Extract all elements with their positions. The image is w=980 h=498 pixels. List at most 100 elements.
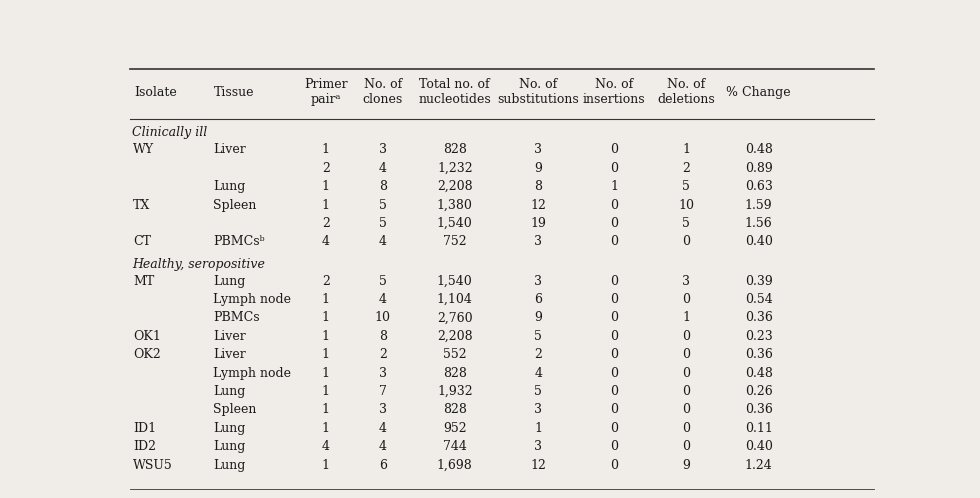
Text: 1,932: 1,932 xyxy=(437,385,472,398)
Text: 1: 1 xyxy=(321,422,329,435)
Text: 5: 5 xyxy=(534,330,542,343)
Text: 5: 5 xyxy=(378,199,386,212)
Text: 0: 0 xyxy=(611,348,618,361)
Text: 0.40: 0.40 xyxy=(745,440,772,453)
Text: 1,232: 1,232 xyxy=(437,162,472,175)
Text: 0: 0 xyxy=(682,422,691,435)
Text: WSU5: WSU5 xyxy=(133,459,172,472)
Text: Clinically ill: Clinically ill xyxy=(132,126,208,139)
Text: 1: 1 xyxy=(321,459,329,472)
Text: No. of
deletions: No. of deletions xyxy=(658,78,715,107)
Text: 4: 4 xyxy=(378,236,387,249)
Text: 0.11: 0.11 xyxy=(745,422,772,435)
Text: 8: 8 xyxy=(378,180,387,193)
Text: OK1: OK1 xyxy=(133,330,161,343)
Text: 752: 752 xyxy=(443,236,466,249)
Text: 1,540: 1,540 xyxy=(437,274,472,287)
Text: 1: 1 xyxy=(611,180,618,193)
Text: 1: 1 xyxy=(682,143,691,156)
Text: 12: 12 xyxy=(530,199,546,212)
Text: 0.40: 0.40 xyxy=(745,236,772,249)
Text: Lymph node: Lymph node xyxy=(213,293,291,306)
Text: 3: 3 xyxy=(534,403,542,416)
Text: Lung: Lung xyxy=(213,440,245,453)
Text: 0: 0 xyxy=(611,143,618,156)
Text: 1.59: 1.59 xyxy=(745,199,772,212)
Text: 0.48: 0.48 xyxy=(745,367,772,379)
Text: 9: 9 xyxy=(534,311,542,324)
Text: 1: 1 xyxy=(682,311,691,324)
Text: MT: MT xyxy=(133,274,155,287)
Text: 0: 0 xyxy=(611,367,618,379)
Text: 0: 0 xyxy=(611,274,618,287)
Text: 2: 2 xyxy=(682,162,690,175)
Text: WY: WY xyxy=(133,143,154,156)
Text: 10: 10 xyxy=(678,199,695,212)
Text: 10: 10 xyxy=(374,311,391,324)
Text: 12: 12 xyxy=(530,459,546,472)
Text: 4: 4 xyxy=(378,440,387,453)
Text: Liver: Liver xyxy=(213,330,246,343)
Text: 0: 0 xyxy=(682,440,691,453)
Text: 2: 2 xyxy=(321,162,329,175)
Text: 2: 2 xyxy=(321,217,329,230)
Text: 0.89: 0.89 xyxy=(745,162,772,175)
Text: 4: 4 xyxy=(534,367,542,379)
Text: 0: 0 xyxy=(611,385,618,398)
Text: 0: 0 xyxy=(682,367,691,379)
Text: Lymph node: Lymph node xyxy=(213,367,291,379)
Text: 2,208: 2,208 xyxy=(437,180,472,193)
Text: 3: 3 xyxy=(534,274,542,287)
Text: CT: CT xyxy=(133,236,151,249)
Text: 1: 1 xyxy=(321,348,329,361)
Text: Liver: Liver xyxy=(213,348,246,361)
Text: 0.54: 0.54 xyxy=(745,293,772,306)
Text: 828: 828 xyxy=(443,143,466,156)
Text: 828: 828 xyxy=(443,403,466,416)
Text: 0: 0 xyxy=(611,311,618,324)
Text: 1.24: 1.24 xyxy=(745,459,772,472)
Text: ID2: ID2 xyxy=(133,440,156,453)
Text: 744: 744 xyxy=(443,440,466,453)
Text: Tissue: Tissue xyxy=(214,86,254,99)
Text: 3: 3 xyxy=(534,236,542,249)
Text: 1: 1 xyxy=(321,293,329,306)
Text: 1,380: 1,380 xyxy=(437,199,472,212)
Text: 2: 2 xyxy=(321,274,329,287)
Text: 0.26: 0.26 xyxy=(745,385,772,398)
Text: 1: 1 xyxy=(321,385,329,398)
Text: 4: 4 xyxy=(321,440,329,453)
Text: 9: 9 xyxy=(534,162,542,175)
Text: 9: 9 xyxy=(682,459,690,472)
Text: 1: 1 xyxy=(321,180,329,193)
Text: 0.36: 0.36 xyxy=(745,311,772,324)
Text: 0: 0 xyxy=(682,293,691,306)
Text: PBMCs: PBMCs xyxy=(213,311,260,324)
Text: 552: 552 xyxy=(443,348,466,361)
Text: TX: TX xyxy=(133,199,150,212)
Text: 0: 0 xyxy=(611,162,618,175)
Text: 0.39: 0.39 xyxy=(745,274,772,287)
Text: 0: 0 xyxy=(611,236,618,249)
Text: 1: 1 xyxy=(321,367,329,379)
Text: 0: 0 xyxy=(611,403,618,416)
Text: 5: 5 xyxy=(682,217,690,230)
Text: No. of
clones: No. of clones xyxy=(363,78,403,107)
Text: 952: 952 xyxy=(443,422,466,435)
Text: ID1: ID1 xyxy=(133,422,156,435)
Text: 1: 1 xyxy=(321,311,329,324)
Text: 2: 2 xyxy=(534,348,542,361)
Text: OK2: OK2 xyxy=(133,348,161,361)
Text: PBMCsᵇ: PBMCsᵇ xyxy=(213,236,265,249)
Text: 1: 1 xyxy=(534,422,542,435)
Text: No. of
insertions: No. of insertions xyxy=(583,78,646,107)
Text: 5: 5 xyxy=(534,385,542,398)
Text: 2: 2 xyxy=(378,348,386,361)
Text: 1,698: 1,698 xyxy=(437,459,472,472)
Text: 0: 0 xyxy=(682,330,691,343)
Text: 6: 6 xyxy=(534,293,542,306)
Text: Lung: Lung xyxy=(213,274,245,287)
Text: 1,540: 1,540 xyxy=(437,217,472,230)
Text: % Change: % Change xyxy=(726,86,791,99)
Text: 0: 0 xyxy=(611,440,618,453)
